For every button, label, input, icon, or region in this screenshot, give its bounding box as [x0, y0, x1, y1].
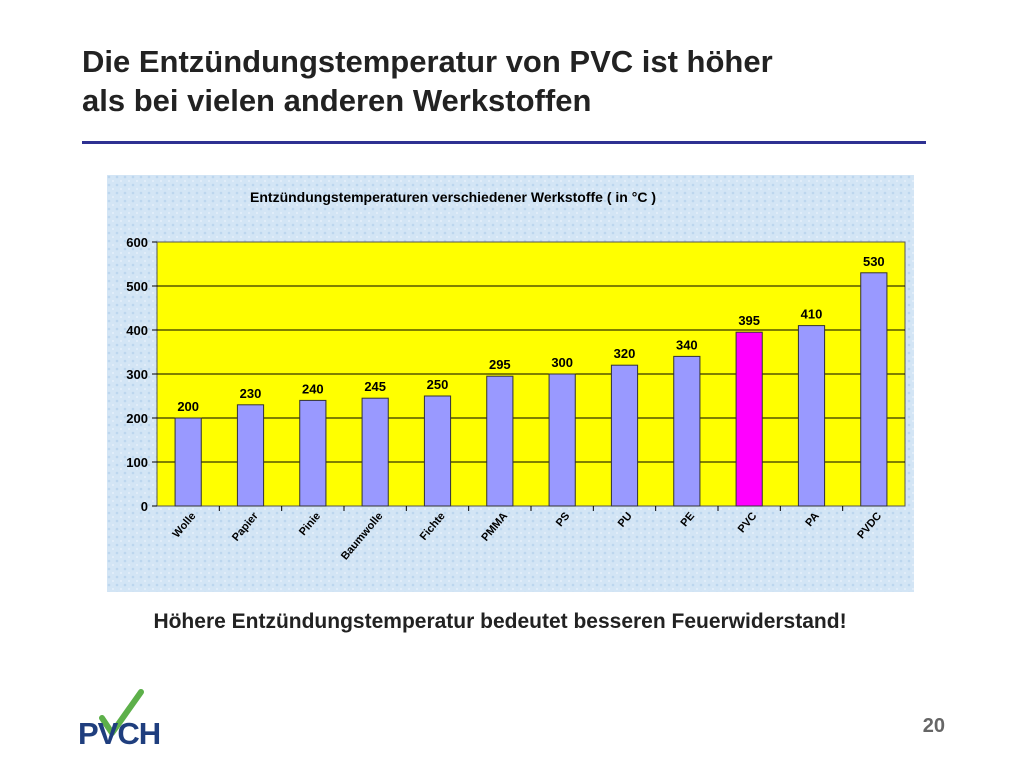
- slide-title-line-2: als bei vielen anderen Werkstoffen: [82, 83, 592, 118]
- slide-title: Die Entzündungstemperatur von PVC ist hö…: [82, 42, 942, 120]
- logo-wordmark: PVCH: [78, 716, 160, 750]
- data-label: 240: [302, 381, 324, 396]
- bar-chart-svg: Entzündungstemperaturen verschiedener We…: [107, 175, 914, 592]
- y-tick-label: 0: [141, 499, 148, 514]
- bar-chart: Entzündungstemperaturen verschiedener We…: [107, 175, 914, 592]
- bar: [236, 404, 265, 507]
- logo-checkmark-icon: [99, 689, 144, 736]
- y-tick-label: 100: [126, 455, 148, 470]
- data-label: 245: [364, 379, 386, 394]
- y-tick-label: 400: [126, 323, 148, 338]
- bar: [361, 397, 389, 507]
- data-label: 200: [177, 399, 199, 414]
- slide-caption: Höhere Entzündungstemperatur bedeutet be…: [153, 610, 847, 633]
- data-label: 320: [614, 346, 636, 361]
- data-label: 300: [551, 355, 573, 370]
- bar: [797, 325, 826, 507]
- y-tick-label: 300: [126, 367, 148, 382]
- data-label: 530: [863, 254, 885, 269]
- page-number: 20: [922, 715, 945, 737]
- bar: [423, 395, 452, 507]
- data-label: 340: [676, 337, 698, 352]
- data-label: 395: [738, 313, 760, 328]
- title-divider: [82, 141, 926, 144]
- y-axis-ticks: 0 100 200 300 400 500 600: [126, 235, 157, 514]
- bar: [610, 364, 639, 507]
- data-label: 295: [489, 357, 511, 372]
- bar: [673, 355, 701, 507]
- pvch-logo: PVCH: [78, 689, 161, 750]
- data-labels: 200 230 240 245 250 295 300 320 340 395 410 530: [177, 254, 884, 414]
- bar: [174, 417, 202, 507]
- slide-title-line-1: Die Entzündungstemperatur von PVC ist hö…: [82, 44, 773, 79]
- gridlines: [157, 285, 905, 463]
- bar: [486, 375, 514, 507]
- bar: [735, 331, 763, 507]
- data-label: 230: [240, 386, 262, 401]
- y-tick-label: 600: [126, 235, 148, 250]
- chart-title: Entzündungstemperaturen verschiedener We…: [250, 189, 656, 205]
- bar: [299, 399, 327, 507]
- bars: [174, 272, 888, 507]
- data-label: 410: [801, 307, 823, 322]
- data-label: 250: [427, 377, 449, 392]
- bar: [860, 272, 888, 507]
- y-tick-label: 200: [126, 411, 148, 426]
- bar: [548, 373, 576, 507]
- y-tick-label: 500: [126, 279, 148, 294]
